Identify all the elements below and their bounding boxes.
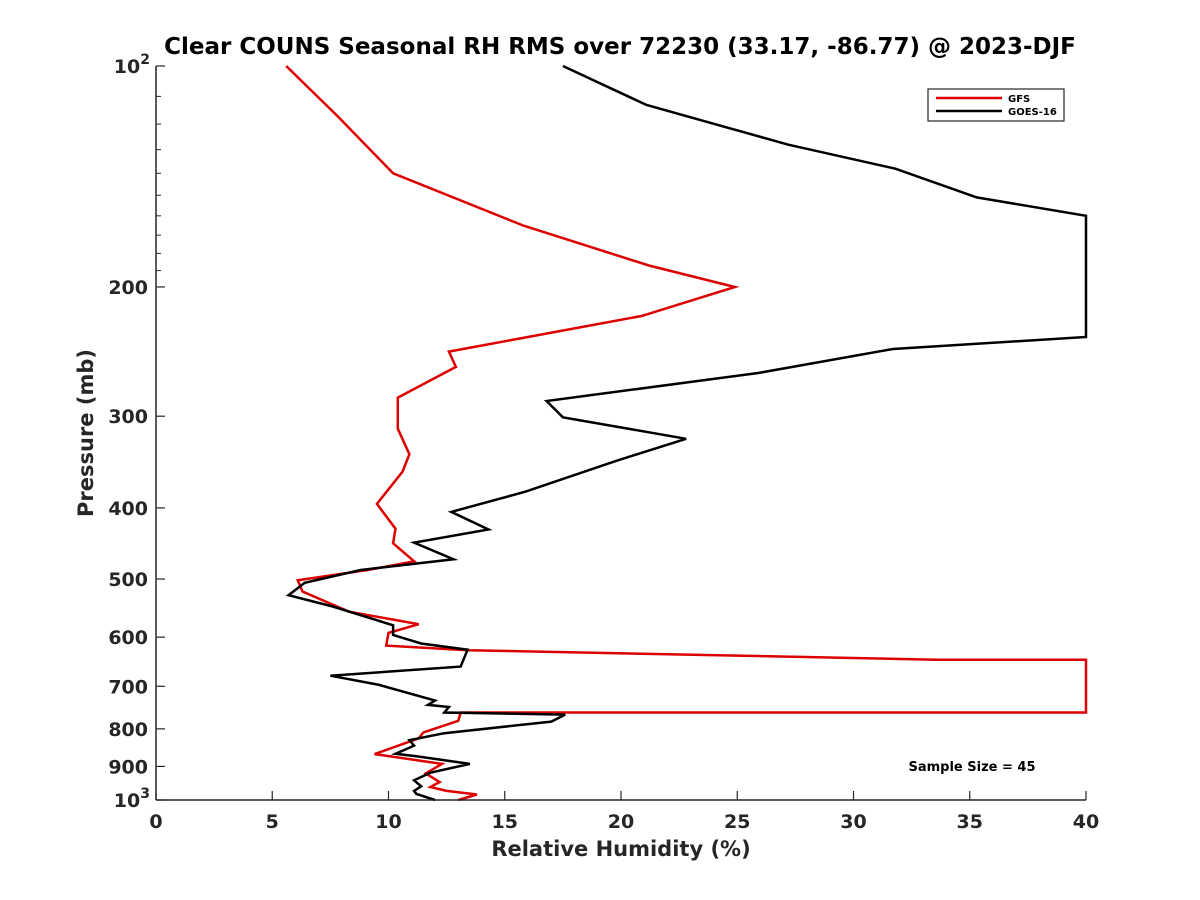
sample-size-annotation: Sample Size = 45 [908,760,1035,775]
x-axis-ticks: 0 5 10 15 20 25 30 35 40 [149,791,1099,833]
x-tick-label: 0 [149,811,162,833]
chart-title: Clear COUNS Seasonal RH RMS over 72230 (… [164,34,1076,60]
y-tick-label: 700 [108,676,148,698]
y-tick-label: 600 [108,627,148,649]
y-tick-label: 102 [114,52,150,78]
plot-background [156,66,1086,800]
y-tick-label: 300 [108,406,148,428]
series-line-goes16 [285,64,1088,802]
legend-box [927,88,1065,122]
y-tick-label: 500 [108,569,148,591]
y-axis-ticks: 102 200 300 400 500 600 700 800 900 103 [108,52,165,812]
series-lines [285,64,1088,802]
legend-label-goes16: GOES-16 [1008,107,1057,118]
x-tick-label: 10 [375,811,401,833]
y-tick-label: 900 [108,756,148,778]
x-axis-label: Relative Humidity (%) [491,837,750,861]
x-tick-label: 25 [724,811,750,833]
x-tick-label: 30 [840,811,866,833]
x-tick-label: 35 [957,811,983,833]
legend-label-gfs: GFS [1008,94,1030,105]
y-axis-label: Pressure (mb) [74,349,98,517]
x-tick-label: 40 [1073,811,1099,833]
y-tick-label: 800 [108,719,148,741]
x-tick-label: 20 [608,811,634,833]
y-tick-label: 103 [114,786,150,812]
series-line-gfs [285,65,1088,802]
y-tick-label: 200 [108,277,148,299]
x-tick-label: 5 [266,811,279,833]
x-tick-label: 15 [492,811,518,833]
plot-area: 0 5 10 15 20 25 30 35 40 102 200 300 400 500 600 700 80… [108,52,1099,833]
y-tick-label: 400 [108,498,148,520]
legend: GFS GOES-16 [927,88,1065,122]
